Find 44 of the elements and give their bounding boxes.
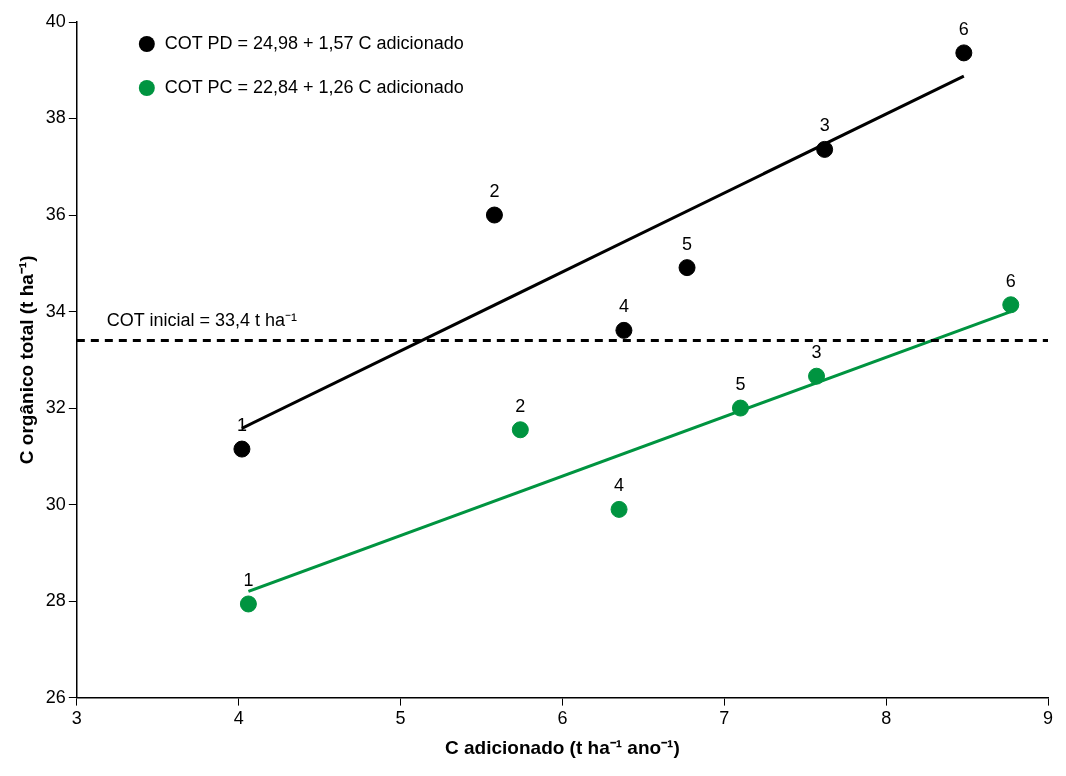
point — [615, 321, 633, 339]
annotation: 4 — [614, 475, 625, 496]
x-tick-label: 8 — [881, 708, 892, 729]
point — [610, 500, 628, 518]
y-tick-label: 34 — [45, 300, 66, 321]
annotation: 6 — [1005, 270, 1016, 291]
x-tick-label: 3 — [71, 708, 82, 729]
y-tick-label: 26 — [45, 686, 66, 707]
y-tick-label: 40 — [45, 10, 66, 31]
y-tick-label: 32 — [45, 397, 66, 418]
x-tick-label: 4 — [233, 708, 244, 729]
x-tick-label: 9 — [1042, 708, 1054, 729]
annotation: 3 — [811, 342, 822, 363]
point — [678, 259, 696, 277]
annotation: 2 — [489, 181, 500, 201]
point — [233, 440, 251, 458]
legend-label: COT PC = 22,84 + 1,26 C adicionado — [164, 76, 464, 97]
point — [485, 206, 503, 224]
y-tick-label: 36 — [45, 204, 66, 224]
annotation: 1 — [236, 415, 247, 436]
point — [731, 399, 749, 417]
point — [955, 44, 973, 62]
annotation: 1 — [243, 569, 254, 590]
annotation: 5 — [682, 233, 693, 254]
x-tick-label: 5 — [395, 708, 406, 729]
y-tick-label: 28 — [45, 590, 66, 611]
annotation: 2 — [515, 395, 526, 416]
y-axis-title: C orgânico total (t ha⁻¹) — [15, 255, 37, 465]
annotation: 5 — [735, 374, 746, 395]
point — [511, 421, 529, 439]
point — [816, 140, 834, 158]
ref-line-label: COT inicial = 33,4 t ha⁻¹ — [106, 310, 298, 331]
legend-label: COT PD = 24,98 + 1,57 C adicionado — [164, 32, 464, 53]
x-tick-label: 6 — [557, 708, 568, 729]
y-tick-label: 30 — [45, 493, 66, 514]
point — [808, 367, 826, 385]
annotation: 6 — [958, 18, 969, 39]
point — [1002, 296, 1020, 314]
x-tick-label: 7 — [719, 708, 730, 729]
y-tick-label: 38 — [45, 107, 66, 128]
point — [239, 595, 257, 613]
annotation: 3 — [819, 115, 830, 136]
annotation: 4 — [618, 296, 629, 317]
x-axis-title: C adicionado (t ha⁻¹ ano⁻¹) — [445, 736, 680, 758]
